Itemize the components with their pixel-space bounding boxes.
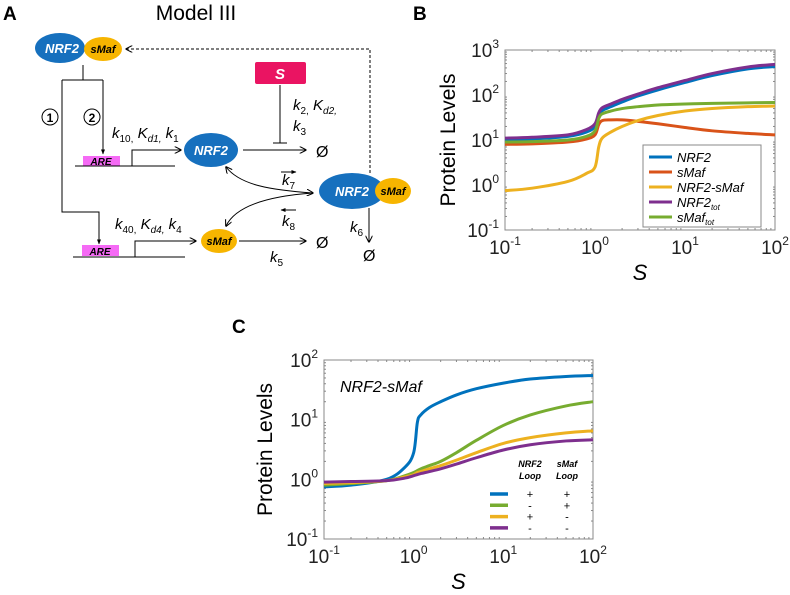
series-line xyxy=(323,373,594,489)
series-line xyxy=(504,101,776,144)
promoter-arrow-upper xyxy=(131,150,181,166)
complex-smaf-label: sMaf xyxy=(380,186,406,198)
null-symbol-complex: Ø xyxy=(363,248,375,265)
loop2-badge xyxy=(83,108,101,126)
legend-header: NRF2 xyxy=(518,459,542,469)
rate-k7: k7 xyxy=(282,172,296,192)
nrf2-free-ellipse xyxy=(184,133,238,167)
series-line xyxy=(504,62,776,140)
feedback-dashed-arrow xyxy=(126,49,371,173)
loop1-arrow xyxy=(61,80,101,245)
chart-annotation: NRF2-sMaf xyxy=(340,379,423,396)
legend-header: Loop xyxy=(519,471,541,481)
x-tick-label: 101 xyxy=(671,234,699,259)
y-tick-label: 100 xyxy=(290,466,318,491)
smaf-free-ellipse xyxy=(201,229,237,253)
legend-smaf-loop-sign: - xyxy=(565,512,569,524)
y-axis-label: Protein Levels xyxy=(437,73,460,206)
are-label-upper: ARE xyxy=(89,157,111,168)
binding-arrow-nrf2 xyxy=(226,167,313,193)
legend-label: NRF2tot xyxy=(677,195,721,212)
legend-label: NRF2-sMaf xyxy=(677,180,745,195)
series-line xyxy=(504,64,776,142)
are-box-upper xyxy=(83,156,120,166)
rate-k8: k8 xyxy=(282,213,296,233)
chart-panel-c: 10-1 100 101 102 10-1 100 101 102 S Protein Level… xyxy=(254,347,607,594)
smaf-label: sMaf xyxy=(90,44,116,56)
rates-nrf2-degradation-2: k3 xyxy=(293,118,307,138)
x-tick-label: 10-1 xyxy=(489,234,521,259)
are-label-lower: ARE xyxy=(88,247,110,258)
x-tick-label: 100 xyxy=(581,234,609,259)
loop1-badge xyxy=(41,108,59,126)
x-axis-label: S xyxy=(451,569,466,594)
legend-header: sMaf xyxy=(557,459,579,469)
y-tick-label: 100 xyxy=(471,172,499,197)
smaf-free-label: sMaf xyxy=(206,236,232,248)
y-tick-label: 101 xyxy=(471,127,499,152)
rates-nrf2-degradation-1: k2, Kd2, xyxy=(293,97,337,117)
rates-smaf-synthesis: k40, Kd4, k4 xyxy=(115,216,182,236)
binding-arrow-smaf xyxy=(226,192,314,226)
loop1-label: 1 xyxy=(47,111,54,125)
y-tick-label: 10-1 xyxy=(467,217,499,242)
chart-panel-b: 10-1 100 101 102 10-1 100 101 102 103 S Protein Le… xyxy=(437,37,789,285)
legend-header: Loop xyxy=(556,471,578,481)
series-line xyxy=(504,104,776,193)
stimulus-box xyxy=(255,62,306,84)
x-tick-label: 100 xyxy=(400,543,428,568)
y-tick-label: 10-1 xyxy=(286,526,318,551)
null-symbol-smaf: Ø xyxy=(316,235,328,252)
stimulus-label: S xyxy=(275,66,285,83)
model-diagram: Model III NRF2 sMaf 1 2 ARE k10, Kd1, k1… xyxy=(35,2,411,269)
null-symbol-nrf2: Ø xyxy=(316,144,328,161)
rate-k6: k6 xyxy=(350,219,364,239)
plot-area xyxy=(323,359,594,540)
x-tick-label: 102 xyxy=(579,543,607,568)
complex-top: NRF2 sMaf xyxy=(35,33,122,63)
legend-nrf2-loop-sign: - xyxy=(528,523,532,535)
x-tick-label: 10-1 xyxy=(308,543,340,568)
y-tick-label: 101 xyxy=(290,407,318,432)
panel-label-b: B xyxy=(413,4,427,25)
inhibition-line xyxy=(273,85,287,144)
rate-k5: k5 xyxy=(270,249,284,269)
are-box-lower xyxy=(82,245,119,256)
branch-line xyxy=(62,65,103,81)
y-axis-label: Protein Levels xyxy=(254,383,277,516)
y-tick-label: 102 xyxy=(471,82,499,107)
nrf2-free-label: NRF2 xyxy=(194,143,229,158)
rates-nrf2-synthesis: k10, Kd1, k1 xyxy=(112,125,179,145)
series-line xyxy=(504,118,776,146)
panel-label-a: A xyxy=(3,4,17,25)
y-tick-label: 102 xyxy=(290,347,318,372)
series-line xyxy=(323,438,594,484)
legend-nrf2-loop-sign: - xyxy=(528,500,532,512)
complex-nrf2-label: NRF2 xyxy=(335,184,370,199)
complex-smaf-ellipse xyxy=(375,178,411,204)
y-tick-label: 103 xyxy=(471,37,499,62)
legend-label: sMaftot xyxy=(677,210,715,227)
nrf2-ellipse xyxy=(35,33,85,63)
smaf-ellipse xyxy=(84,37,122,61)
x-tick-label: 102 xyxy=(761,234,789,259)
legend-nrf2-loop-sign: + xyxy=(527,512,533,524)
panel-label-c: C xyxy=(232,317,246,338)
legend-smaf-loop-sign: + xyxy=(564,489,570,501)
loop2-label: 2 xyxy=(89,111,96,125)
complex-nrf2-ellipse xyxy=(319,173,385,209)
legend-smaf-loop-sign: + xyxy=(564,500,570,512)
nrf2-label: NRF2 xyxy=(45,41,80,56)
legend-label: sMaf xyxy=(677,165,707,180)
legend-nrf2-loop-sign: + xyxy=(527,489,533,501)
legend-smaf-loop-sign: - xyxy=(565,523,569,535)
diagram-title: Model III xyxy=(156,2,237,25)
legend-label: NRF2 xyxy=(677,150,712,165)
x-axis-label: S xyxy=(633,260,648,285)
promoter-arrow-lower xyxy=(134,241,196,257)
x-tick-label: 101 xyxy=(489,543,517,568)
